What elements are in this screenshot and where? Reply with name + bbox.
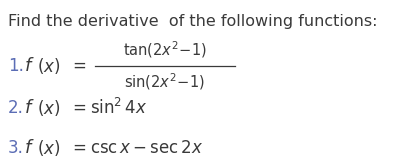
Text: 1.: 1. [8,57,24,75]
Text: tan$(2x^2\!-\!1)$: tan$(2x^2\!-\!1)$ [123,40,207,60]
Text: $f$: $f$ [24,99,35,117]
Text: =: = [72,99,86,117]
Text: =: = [72,57,86,75]
Text: $f$: $f$ [24,57,35,75]
Text: =: = [72,139,86,157]
Text: $(x)$: $(x)$ [32,56,61,76]
Text: 2.: 2. [8,99,24,117]
Text: $(x)$: $(x)$ [32,98,61,118]
Text: $\mathrm{sin}^2\,4x$: $\mathrm{sin}^2\,4x$ [90,98,147,118]
Text: $(x)$: $(x)$ [32,138,61,158]
Text: sin$(2x^2\!-\!1)$: sin$(2x^2\!-\!1)$ [124,72,206,92]
Text: Find the derivative  of the following functions:: Find the derivative of the following fun… [8,14,378,29]
Text: $\mathrm{csc}\,x - \mathrm{sec}\,2x$: $\mathrm{csc}\,x - \mathrm{sec}\,2x$ [90,139,203,157]
Text: 3.: 3. [8,139,24,157]
Text: $f$: $f$ [24,139,35,157]
